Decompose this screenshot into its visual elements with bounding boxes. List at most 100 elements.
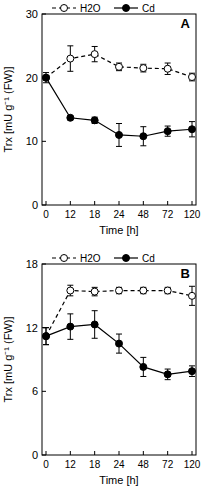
x-tick-label: 120 — [184, 459, 201, 470]
error-bar — [140, 127, 146, 146]
error-bar — [43, 328, 49, 345]
x-tick — [167, 451, 168, 455]
panel-label: B — [181, 266, 190, 281]
x-tick-label: 48 — [138, 459, 150, 470]
error-bar — [165, 63, 171, 74]
error-bar — [92, 46, 98, 61]
x-tick — [143, 201, 144, 205]
error-bar — [67, 46, 73, 71]
legend-label: Cd — [142, 253, 155, 264]
x-tick-label: 12 — [65, 209, 77, 220]
data-area — [43, 46, 196, 147]
x-axis-label: Time [h] — [99, 224, 138, 236]
data-point — [116, 287, 123, 294]
legend-marker — [123, 255, 130, 262]
x-tick — [70, 201, 71, 205]
data-point — [67, 323, 74, 330]
data-point — [140, 133, 147, 140]
series-line — [46, 54, 192, 78]
error-bar — [116, 334, 122, 353]
error-bar — [165, 369, 171, 380]
x-tick — [46, 451, 47, 455]
error-bar — [140, 357, 146, 376]
data-point — [140, 287, 147, 294]
x-tick-label: 18 — [89, 209, 101, 220]
data-point — [67, 55, 74, 62]
legend-marker — [123, 5, 130, 12]
x-tick-label: 48 — [138, 209, 150, 220]
error-bar — [92, 287, 98, 295]
y-tick — [42, 14, 46, 15]
x-tick — [192, 451, 193, 455]
x-tick-label: 24 — [113, 459, 125, 470]
data-point — [91, 321, 98, 328]
error-bar — [165, 126, 171, 136]
data-point — [189, 368, 196, 375]
x-tick-label: 72 — [162, 459, 174, 470]
x-tick-label: 0 — [43, 209, 49, 220]
data-point — [116, 340, 123, 347]
legend-marker — [61, 255, 68, 262]
x-axis-label: Time [h] — [99, 474, 138, 486]
error-bar — [67, 314, 73, 339]
panel: 06121801218244872120Time [h]Trx [mU g⁻¹ … — [2, 253, 201, 486]
data-point — [91, 117, 98, 124]
x-tick-label: 12 — [65, 459, 77, 470]
data-point — [164, 65, 171, 72]
y-tick — [42, 391, 46, 392]
error-bar — [189, 366, 195, 377]
error-bar — [92, 117, 98, 123]
y-tick — [42, 455, 46, 456]
plot-frame — [42, 264, 196, 455]
data-point — [140, 363, 147, 370]
y-axis-label: Trx [mU g⁻¹ (FW)] — [2, 316, 14, 402]
y-tick-label: 0 — [32, 199, 38, 211]
error-bar — [43, 73, 49, 83]
x-tick — [167, 201, 168, 205]
error-bar — [43, 328, 49, 345]
legend-label: H2O — [80, 253, 101, 264]
data-point — [43, 74, 50, 81]
data-point — [189, 292, 196, 299]
y-axis-label: Trx [mU g⁻¹ (FW)] — [2, 66, 14, 152]
x-tick-label: 72 — [162, 209, 174, 220]
series-line — [46, 324, 192, 374]
y-tick-label: 18 — [26, 258, 38, 270]
series-line — [46, 291, 192, 337]
error-bar — [165, 287, 171, 293]
error-bar — [189, 286, 195, 305]
x-tick — [119, 201, 120, 205]
data-point — [189, 126, 196, 133]
figure: 010203001218244872120Time [h]Trx [mU g⁻¹… — [0, 0, 208, 500]
y-tick-label: 0 — [32, 449, 38, 461]
y-tick — [42, 141, 46, 142]
y-tick-label: 6 — [32, 385, 38, 397]
legend-label: H2O — [80, 3, 101, 14]
x-tick — [119, 451, 120, 455]
data-area — [43, 285, 196, 379]
y-tick — [42, 264, 46, 265]
y-tick — [42, 205, 46, 206]
error-bar — [116, 124, 122, 147]
x-tick — [94, 201, 95, 205]
data-point — [91, 51, 98, 58]
x-tick — [70, 451, 71, 455]
data-point — [140, 65, 147, 72]
x-tick — [192, 201, 193, 205]
x-tick-label: 24 — [113, 209, 125, 220]
data-point — [164, 128, 171, 135]
data-point — [164, 371, 171, 378]
data-point — [164, 287, 171, 294]
data-point — [43, 74, 50, 81]
panel-label: A — [181, 16, 191, 31]
error-bar — [67, 285, 73, 296]
panel: 010203001218244872120Time [h]Trx [mU g⁻¹… — [2, 3, 201, 236]
x-tick — [46, 201, 47, 205]
legend-label: Cd — [142, 3, 155, 14]
error-bar — [116, 63, 122, 71]
error-bar — [189, 73, 195, 81]
data-point — [67, 114, 74, 121]
error-bar — [189, 122, 195, 137]
data-point — [91, 288, 98, 295]
legend-marker — [61, 5, 68, 12]
